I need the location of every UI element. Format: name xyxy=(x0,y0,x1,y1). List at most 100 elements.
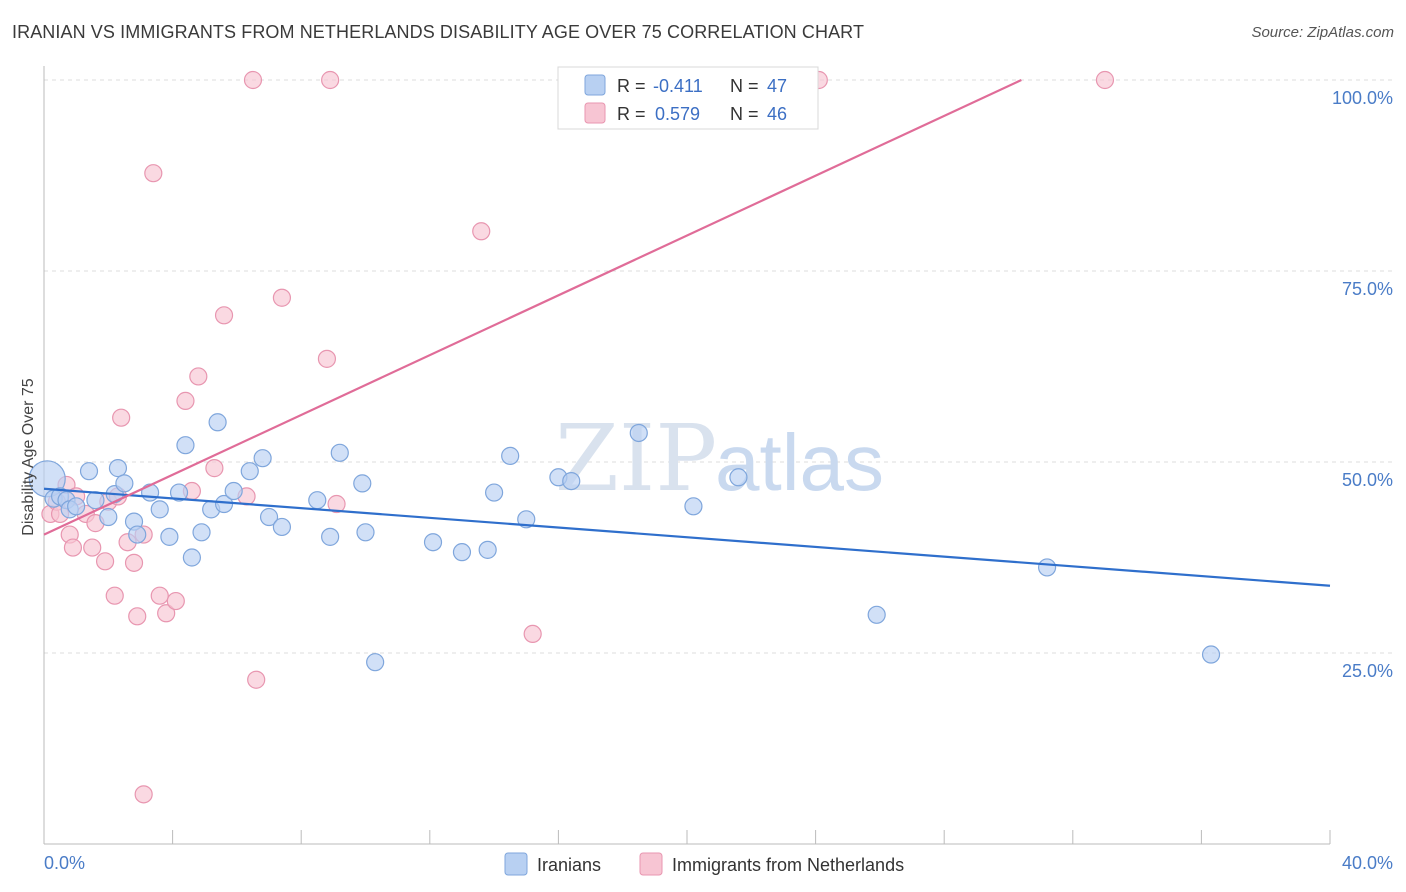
point-iranian-10 xyxy=(108,459,128,478)
point-iranian-40 xyxy=(517,510,536,529)
point-iranian-7 xyxy=(86,491,105,510)
point-netherlands-12 xyxy=(105,586,124,605)
y-axis-label: Disability Age Over 75 xyxy=(20,378,37,536)
series-label-iranians: Iranians xyxy=(537,855,601,875)
x-tick-labels: 0.0% 40.0% xyxy=(44,853,1393,873)
x-tick-label-min: 0.0% xyxy=(44,853,85,873)
trend-line-iranian xyxy=(43,487,1331,587)
point-iranian-42 xyxy=(562,472,581,491)
point-netherlands-20 xyxy=(144,164,163,183)
point-netherlands-28 xyxy=(214,306,234,325)
watermark-atlas: atlas xyxy=(715,418,884,507)
point-iranian-38 xyxy=(485,483,504,502)
point-netherlands-21 xyxy=(150,586,169,605)
point-iranian-25 xyxy=(240,462,259,481)
watermark: ZIP atlas xyxy=(555,405,884,512)
data-points xyxy=(28,70,1221,804)
series-swatch-netherlands xyxy=(639,852,663,876)
x-tick-label-max: 40.0% xyxy=(1342,853,1393,873)
y-tick-label-50: 50.0% xyxy=(1342,470,1393,490)
point-netherlands-33 xyxy=(317,349,337,368)
point-netherlands-10 xyxy=(95,552,115,571)
point-iranian-15 xyxy=(150,500,169,519)
point-netherlands-16 xyxy=(124,553,144,572)
trend-lines xyxy=(43,79,1331,587)
point-iranian-36 xyxy=(452,543,472,562)
point-iranian-29 xyxy=(308,491,327,510)
legend-r-value-1: -0.411 xyxy=(653,76,703,96)
point-netherlands-30 xyxy=(243,70,263,90)
point-iranian-33 xyxy=(356,523,375,542)
point-netherlands-18 xyxy=(134,785,153,804)
point-iranian-11 xyxy=(115,474,134,493)
point-netherlands-36 xyxy=(472,222,491,241)
point-iranian-35 xyxy=(423,533,443,552)
watermark-zip: ZIP xyxy=(555,405,717,512)
point-iranian-46 xyxy=(867,605,886,624)
point-iranian-39 xyxy=(501,446,520,465)
point-iranian-31 xyxy=(330,443,349,462)
point-iranian-17 xyxy=(169,483,189,502)
point-iranian-18 xyxy=(176,436,195,455)
point-netherlands-24 xyxy=(176,391,195,410)
point-netherlands-8 xyxy=(83,538,102,557)
trend-line-netherlands xyxy=(43,79,1022,536)
legend-swatch-blue xyxy=(584,74,606,96)
point-netherlands-14 xyxy=(112,408,131,427)
point-netherlands-17 xyxy=(128,607,147,626)
point-iranian-22 xyxy=(208,413,227,432)
point-iranian-43 xyxy=(629,423,648,443)
legend-r-value-2: 0.579 xyxy=(655,104,700,124)
point-iranian-16 xyxy=(160,527,179,546)
series-label-netherlands: Immigrants from Netherlands xyxy=(672,855,904,875)
point-netherlands-35 xyxy=(327,494,346,514)
point-iranian-30 xyxy=(321,527,340,546)
series-legend: Iranians Immigrants from Netherlands xyxy=(504,852,904,876)
point-iranian-37 xyxy=(478,540,497,559)
point-netherlands-32 xyxy=(272,288,292,307)
y-tick-label-75: 75.0% xyxy=(1342,279,1393,299)
point-netherlands-31 xyxy=(247,670,266,689)
legend-r-label-2: R = xyxy=(617,104,646,124)
point-iranian-45 xyxy=(729,468,748,487)
point-iranian-32 xyxy=(353,474,372,493)
point-iranian-34 xyxy=(366,653,385,672)
legend-n-value-1: 47 xyxy=(767,76,787,96)
point-iranian-48 xyxy=(1201,645,1221,664)
point-iranian-8 xyxy=(99,507,118,527)
point-netherlands-37 xyxy=(523,624,542,644)
point-netherlands-5 xyxy=(63,538,83,557)
legend-swatch-pink xyxy=(584,102,606,124)
point-netherlands-26 xyxy=(189,367,208,386)
point-netherlands-27 xyxy=(205,459,224,478)
point-iranian-14 xyxy=(140,483,160,502)
point-iranian-20 xyxy=(192,523,211,542)
gridlines xyxy=(44,79,1392,654)
point-iranian-28 xyxy=(272,517,292,537)
point-netherlands-22 xyxy=(157,604,176,623)
chart-title: IRANIAN VS IMMIGRANTS FROM NETHERLANDS D… xyxy=(12,22,865,42)
point-iranian-26 xyxy=(253,449,272,468)
point-iranian-6 xyxy=(79,462,99,481)
legend-n-label-2: N = xyxy=(730,104,759,124)
point-iranian-47 xyxy=(1037,558,1057,577)
point-iranian-5 xyxy=(67,497,86,516)
point-iranian-44 xyxy=(684,497,703,516)
point-iranian-13 xyxy=(128,525,147,544)
point-iranian-27 xyxy=(259,507,279,527)
point-netherlands-34 xyxy=(321,70,340,90)
point-netherlands-23 xyxy=(166,591,185,611)
point-iranian-24 xyxy=(224,481,243,501)
stats-legend: R = -0.411 N = 47 R = 0.579 N = 46 xyxy=(557,66,819,130)
series-swatch-iranians xyxy=(504,852,528,876)
legend-n-value-2: 46 xyxy=(767,104,787,124)
y-tick-label-25: 25.0% xyxy=(1342,661,1393,681)
source-label: Source: ZipAtlas.com xyxy=(1251,24,1394,41)
point-netherlands-39 xyxy=(1095,70,1115,90)
point-iranian-19 xyxy=(182,548,201,567)
y-tick-labels: 25.0% 50.0% 75.0% 100.0% xyxy=(1332,88,1393,681)
axes xyxy=(43,66,1331,845)
legend-r-label-1: R = xyxy=(617,76,646,96)
legend-n-label-1: N = xyxy=(730,76,759,96)
